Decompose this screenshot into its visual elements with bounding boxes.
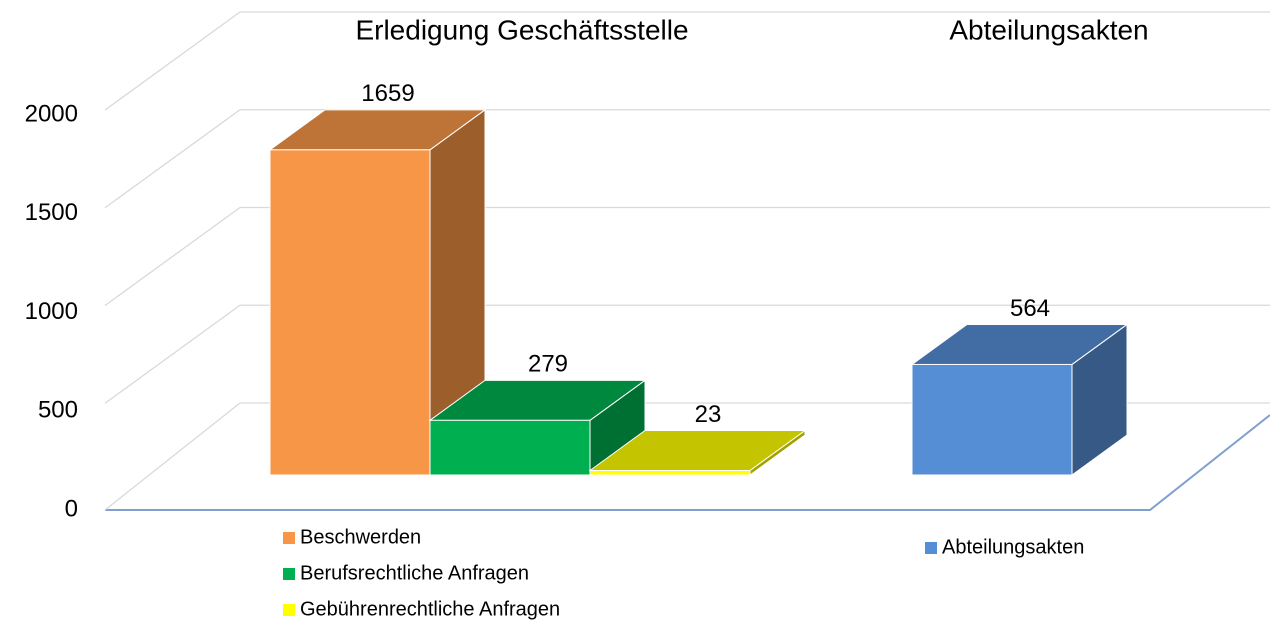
- y-tick-label: 0: [65, 495, 78, 522]
- legend-swatch: [283, 604, 295, 616]
- y-tick-label: 2000: [25, 100, 78, 127]
- legend-label: Gebührenrechtliche Anfragen: [300, 598, 560, 620]
- legend-label: Beschwerden: [300, 526, 421, 548]
- bar: [429, 419, 591, 476]
- data-label: 1659: [361, 80, 414, 107]
- legend-label: Berufsrechtliche Anfragen: [300, 562, 529, 584]
- data-label: 23: [695, 401, 722, 428]
- grid-line: [104, 11, 1270, 111]
- bar: [911, 363, 1073, 476]
- legend-swatch: [925, 542, 937, 554]
- y-tick-label: 500: [38, 397, 78, 424]
- y-tick-label: 1500: [25, 199, 78, 226]
- y-tick-label: 1000: [25, 298, 78, 325]
- bar: [269, 149, 431, 476]
- group-title: Abteilungsakten: [949, 14, 1148, 45]
- data-label: 564: [1010, 295, 1050, 322]
- data-label: 279: [528, 351, 568, 378]
- legend-swatch: [283, 568, 295, 580]
- legend-label: Abteilungsakten: [942, 536, 1084, 558]
- group-title: Erledigung Geschäftsstelle: [355, 14, 688, 45]
- x-axis: [105, 414, 1270, 511]
- legend-swatch: [283, 532, 295, 544]
- bar: [589, 469, 751, 476]
- grid-line: [104, 206, 1270, 307]
- floor-edge: [104, 402, 241, 511]
- grid-line: [104, 109, 1270, 209]
- grid-line: [104, 304, 1270, 404]
